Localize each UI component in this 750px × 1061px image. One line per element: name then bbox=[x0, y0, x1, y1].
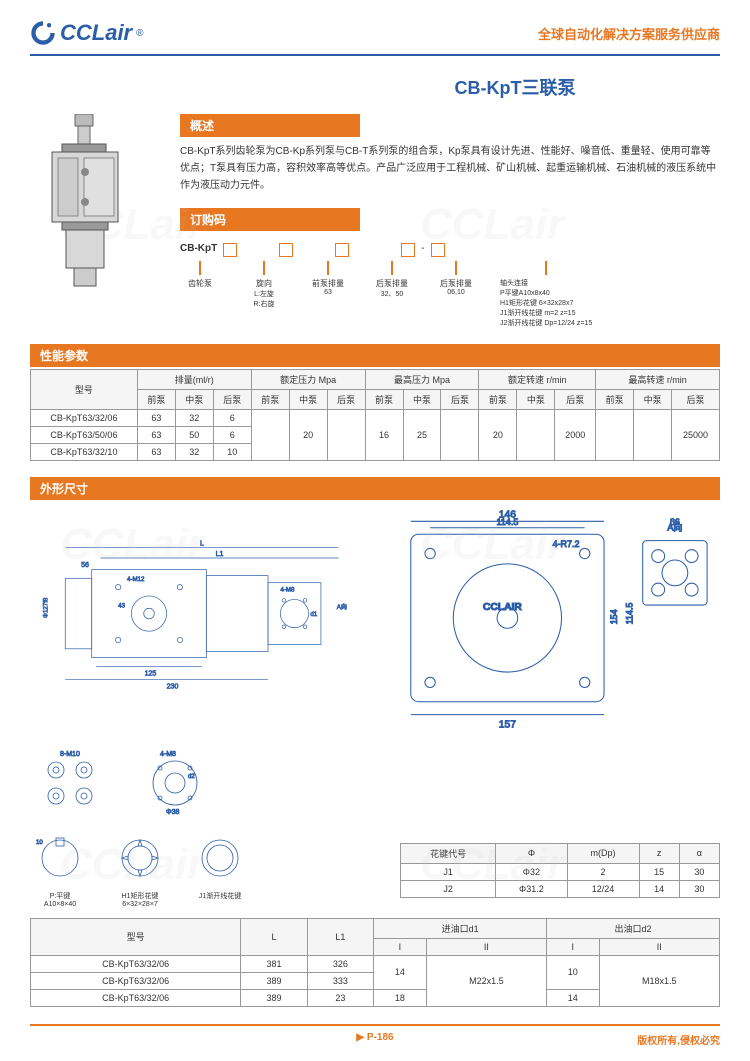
svg-text:L: L bbox=[200, 541, 204, 548]
shaft-drawings: 10 P:平键 A10×8×40 H1矩形花键 6×32×28×7 J1渐开线花… bbox=[30, 828, 250, 908]
order-code-row: CB-KpT - bbox=[180, 243, 720, 257]
svg-text:114.5: 114.5 bbox=[496, 517, 518, 527]
table-row: CB-KpT63/32/0638132614M22x1.510M18x1.5 bbox=[31, 955, 720, 972]
logo-text: CCLair bbox=[60, 20, 132, 46]
overview-heading: 概述 bbox=[180, 114, 360, 137]
svg-text:d2: d2 bbox=[188, 774, 195, 780]
dim-table: 型号 L L1 进油口d1 出油口d2 IIIIII CB-KpT63/32/0… bbox=[30, 918, 720, 1007]
technical-drawings: L L1 56 4-M12 4-M8 d1 bbox=[30, 502, 720, 734]
perf-table: 型号 排量(ml/r) 额定压力 Mpa 最高压力 Mpa 额定转速 r/min… bbox=[30, 369, 720, 461]
copyright: 版权所有,侵权必究 bbox=[637, 1032, 720, 1047]
svg-text:4-M8: 4-M8 bbox=[280, 587, 295, 594]
tagline: 全球自动化解决方案服务供应商 bbox=[538, 24, 720, 43]
svg-text:CCLAIR: CCLAIR bbox=[483, 602, 522, 613]
svg-text:56: 56 bbox=[81, 562, 89, 569]
footer: ▶ P-186 版权所有,侵权必究 bbox=[0, 1032, 750, 1043]
spline-table: 花键代号Φm(Dp)zα J1Φ3221530 J2Φ31.212/241430 bbox=[400, 843, 720, 898]
svg-text:8-M10: 8-M10 bbox=[60, 751, 80, 758]
table-row: CB-KpT63/32/066332620162520200025000 bbox=[31, 410, 720, 427]
svg-text:Φ38: Φ38 bbox=[166, 809, 179, 816]
perf-heading: 性能参数 bbox=[30, 344, 720, 367]
order-code-cols: 齿轮泵 旋向L:左旋 R:右旋 前泵排量63 后泵排量32、50 后泵排量06,… bbox=[180, 261, 720, 328]
detail-drawings: 8-M10 4-M8 Φ38 d2 bbox=[30, 748, 720, 818]
svg-text:43: 43 bbox=[118, 602, 125, 609]
header-divider bbox=[30, 54, 720, 56]
svg-text:Φ127f8: Φ127f8 bbox=[43, 597, 50, 618]
svg-text:L1: L1 bbox=[216, 551, 224, 558]
logo: CCLair ® bbox=[30, 20, 144, 46]
svg-text:125: 125 bbox=[145, 670, 157, 677]
product-image bbox=[30, 114, 150, 294]
svg-text:86: 86 bbox=[670, 517, 680, 527]
svg-text:A向: A向 bbox=[337, 603, 347, 611]
svg-text:157: 157 bbox=[499, 719, 516, 730]
svg-text:4-M8: 4-M8 bbox=[160, 751, 176, 758]
page-number: ▶ P-186 bbox=[356, 1032, 393, 1043]
svg-text:10: 10 bbox=[36, 840, 43, 846]
svg-text:4-R7.2: 4-R7.2 bbox=[553, 539, 580, 549]
order-heading: 订购码 bbox=[180, 208, 360, 231]
svg-text:114.5: 114.5 bbox=[624, 603, 634, 625]
header: CCLair ® 全球自动化解决方案服务供应商 bbox=[0, 0, 750, 54]
dims-heading: 外形尺寸 bbox=[30, 477, 720, 500]
logo-r: ® bbox=[136, 28, 143, 39]
svg-text:230: 230 bbox=[167, 683, 179, 690]
page-title: CB-KpT三联泵 bbox=[310, 74, 720, 100]
svg-text:d1: d1 bbox=[310, 611, 317, 618]
overview-text: CB-KpT系列齿轮泵为CB-Kp系列泵与CB-T系列泵的组合泵，Kp泵具有设计… bbox=[180, 143, 720, 194]
front-view-drawing: 4-R7.2 CCLAIR 146 114.5 157 154 114.5 A向… bbox=[385, 502, 720, 734]
svg-text:154: 154 bbox=[609, 609, 619, 624]
logo-icon bbox=[30, 20, 56, 46]
svg-text:4-M12: 4-M12 bbox=[127, 576, 145, 583]
side-view-drawing: L L1 56 4-M12 4-M8 d1 bbox=[30, 502, 365, 734]
